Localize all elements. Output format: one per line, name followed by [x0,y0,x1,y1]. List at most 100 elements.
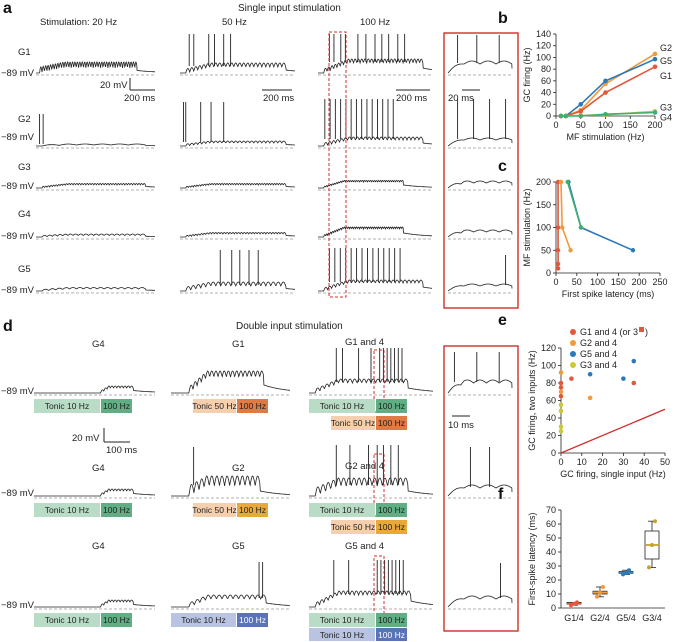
b-ytick-label-4: 80 [541,64,551,74]
d-r1-zoom [447,379,513,394]
bar-r1-right-100a: 100 Hz [376,399,407,413]
e-point-0-0 [558,380,564,386]
f-category-3: G3/4 [642,613,662,623]
f-ytick-label-1: 10 [546,589,556,599]
c-xlabel: First spike latency (ms) [562,289,655,299]
d-r1-g4 [34,385,155,394]
e-legend-2: G5 and 4 [580,349,617,359]
d-row2-mid: G2 [232,463,245,474]
d-row3-mid: G5 [232,541,245,552]
e-xtick-label-5: 50 [660,457,670,467]
e-legend-0: G1 and 4 (or 3 [580,327,638,337]
row-label-g3: G3 [18,162,31,173]
d-dashed-3 [373,555,385,617]
e-ytick-label-5: 100 [541,361,556,371]
bar-r1-mid-tonic: Tonic 50 Hz [192,399,237,413]
bar-r3-left-100: 100 Hz [101,613,132,627]
f-category-2: G5/4 [616,613,636,623]
e-legend-dot-1 [570,340,576,346]
f-point-1-1 [598,590,602,595]
d-r1-g1 [171,370,290,394]
bar-r2-mid-tonic: Tonic 50 Hz [192,503,237,517]
panel-letter-b: b [498,10,508,27]
f-point-1-0 [595,594,599,599]
vm-label-g5: −89 mV [1,285,35,296]
c-point-G2-0 [568,248,573,253]
e-ytick-label-1: 20 [546,431,556,441]
a-g2-50 [180,140,295,147]
panel-letter-a: a [3,0,12,17]
a-g5-50 [180,281,295,292]
e-ylabel: GC firing, two inputs (Hz) [527,350,537,451]
panel-a-traces [36,31,519,309]
d-r1-g14 [309,378,434,394]
b-xtick-label-2: 100 [598,120,613,130]
c-xtick-label-3: 150 [611,277,626,287]
f-ylabel: First-spike latency (ms) [527,512,537,605]
bar-r1-right-tonic10: Tonic 10 Hz [309,399,375,413]
c-xtick-label-2: 100 [590,277,605,287]
scale-v-a: 20 mV [100,80,128,91]
e-point-3-1 [558,408,564,414]
b-point-G4-0 [558,113,564,119]
freq-label-100: 100 Hz [360,17,391,28]
e-legend-square [639,327,644,332]
e-point-0-1 [558,385,564,390]
d-row1-right: G1 and 4 [345,337,385,348]
d-row3-left: G4 [92,541,105,552]
e-point-3-2 [558,424,564,430]
row-label-g4: G4 [18,209,31,220]
e-point-2-1 [621,376,626,381]
chart-e: 0 10 20 30 40 50 0 20 40 60 80 100 120 GC firing, sin… [527,327,670,479]
e-xtick-label-4: 40 [639,457,649,467]
vm-label-g4: −89 mV [1,231,35,242]
freq-label-50: 50 Hz [222,17,247,28]
f-point-3-0 [647,565,651,570]
d-vm-2: −89 mV [1,488,35,499]
a-g4-100 [318,226,433,238]
e-legend-3: G3 and 4 [580,360,617,370]
e-point-2-0 [587,371,593,377]
c-line-G2 [560,181,572,251]
c-point-G2-1 [560,225,565,230]
b-ytick-label-0: 0 [546,111,551,121]
f-ytick-label-4: 40 [546,547,556,557]
a-g1-50 [180,62,296,74]
d-vm-1: −89 mV [1,386,35,397]
e-ytick-label-3: 60 [546,396,556,406]
d-r3-zoom [447,595,513,608]
panel-letter-c: c [498,158,507,175]
e-xtick-label-1: 10 [577,457,587,467]
b-ytick-label-2: 40 [541,88,551,98]
f-ytick-label-3: 30 [546,561,556,571]
f-category-0: G1/4 [564,613,584,623]
a-g2-20 [36,143,155,147]
a-g1-20 [36,60,155,74]
f-point-0-2 [575,600,579,605]
d-r2-g2 [171,475,291,497]
e-ytick-label-6: 120 [541,343,556,353]
d-scale-zoom: 10 ms [448,420,474,431]
e-xlabel: GC firing, single input (Hz) [560,469,666,479]
b-point-G1-2 [578,109,584,114]
d-r2-g24 [309,477,434,497]
a-g5-zoom [447,283,513,292]
b-legend-G2: G2 [660,43,672,53]
a-g2-100 [318,136,433,147]
b-ylabel: GC firing (Hz) [522,47,532,102]
b-legend-G5: G5 [660,56,672,66]
e-point-2-2 [631,358,637,364]
e-point-1-1 [558,389,564,395]
c-point-G1-0 [555,266,561,271]
c-ytick-label-2: 100 [536,223,551,233]
bar-r3-mid-100: 100 Hz [237,613,268,627]
f-ytick-label-7: 70 [546,505,556,515]
bar-r1-mid-100: 100 Hz [237,399,268,413]
c-ylabel: MF stimulation (Hz) [522,188,532,266]
b-point-G5-2 [578,101,584,107]
scale-t-a2: 200 ms [263,93,295,104]
c-point-G4-0 [578,225,584,230]
a-g4-20 [36,233,155,238]
row-label-g2: G2 [18,114,31,125]
b-xtick-label-4: 200 [647,120,662,130]
